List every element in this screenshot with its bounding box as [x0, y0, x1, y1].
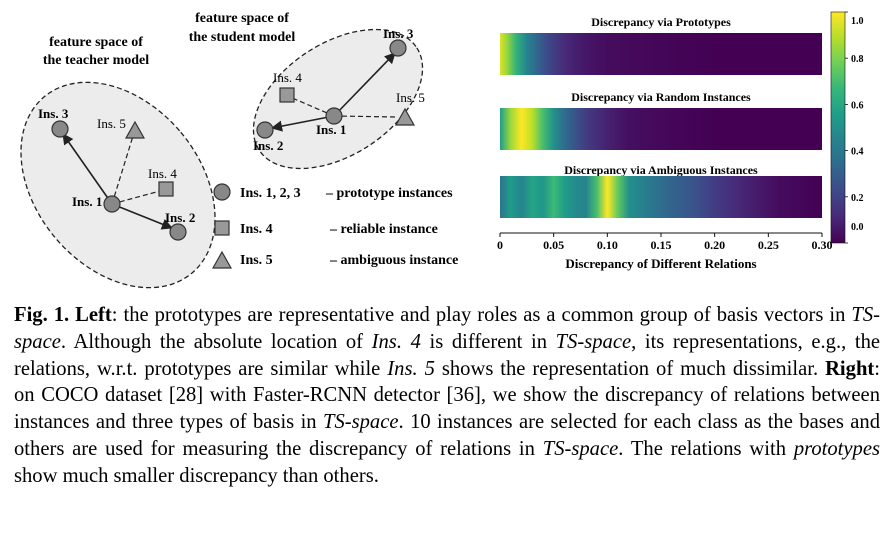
- student-feature-space: feature space of the student model Ins. …: [189, 11, 425, 170]
- heatmap-row-title: Discrepancy via Ambiguous Instances: [564, 163, 758, 177]
- figure-caption: Fig. 1. Left: the prototypes are represe…: [14, 302, 880, 490]
- colorbar-tick-label: 0.0: [851, 222, 864, 233]
- caption-ins4: Ins. 4: [371, 330, 421, 353]
- caption-ts-space: TS-space: [14, 304, 880, 353]
- teacher-ins3-node: [51, 120, 69, 138]
- student-title-line1: feature space of: [195, 11, 289, 26]
- heatmap-row-3: [500, 176, 822, 218]
- legend-square-icon: [214, 220, 230, 236]
- x-axis-label: Discrepancy of Different Relations: [565, 256, 756, 271]
- heatmap-row-title: Discrepancy via Prototypes: [591, 15, 731, 29]
- teacher-feature-space: feature space of the teacher model Ins. …: [20, 35, 216, 289]
- colorbar-tick-label: 0.4: [851, 147, 864, 158]
- caption-text: . Although the absolute location of: [60, 330, 372, 353]
- figure-1: feature space of the teacher model Ins. …: [20, 11, 864, 289]
- caption-ts-space: TS-space: [542, 437, 619, 460]
- legend-circle-icon: [213, 183, 231, 201]
- caption-text: show much smaller discrepancy than other…: [14, 464, 379, 487]
- teacher-title-line1: feature space of: [49, 35, 143, 50]
- teacher-edge-1-5: [111, 135, 134, 205]
- student-ins3-label: Ins. 3: [383, 26, 414, 41]
- colorbar-tick-label: 0.6: [851, 100, 864, 111]
- colorbar-tick-label: 1.0: [851, 16, 864, 27]
- teacher-ins2-label: Ins. 2: [165, 210, 195, 225]
- legend-reliable-desc: – reliable instance: [329, 222, 438, 237]
- caption-left-label: Left: [75, 304, 112, 326]
- teacher-edge-1-3: [62, 133, 113, 205]
- teacher-ins2-node: [169, 223, 187, 241]
- legend: Ins. 1, 2, 3 – prototype instances Ins. …: [211, 183, 458, 269]
- caption-text: shows the representation of much dissimi…: [434, 357, 826, 380]
- x-tick-label: 0.15: [651, 238, 672, 252]
- heatmap-x-axis: 0 0.05 0.10 0.15 0.20 0.25 0.30 Discrepancy of …: [497, 232, 833, 271]
- heatmap-row-2: [500, 108, 822, 150]
- colorbar-tick-label: 0.8: [851, 54, 864, 65]
- student-ellipse: [252, 28, 424, 170]
- caption-right-label: Right: [825, 357, 875, 380]
- teacher-ins1-label: Ins. 1: [72, 194, 102, 209]
- colorbar: 1.0 0.8 0.6 0.4 0.2 0.0: [830, 11, 864, 244]
- student-ins5-label: Ins. 5: [396, 90, 425, 105]
- student-ins2-label: Ins. 2: [253, 138, 283, 153]
- caption-fig-label: Fig. 1.: [14, 304, 70, 326]
- student-ins4-label: Ins. 4: [273, 70, 302, 85]
- x-tick-label: 0.25: [758, 238, 779, 252]
- discrepancy-heatmap: Discrepancy via Prototypes Discrepancy vi…: [500, 15, 822, 218]
- caption-text: , its representations, e.g., the relatio…: [14, 330, 881, 380]
- caption-text: : on COCO dataset [28] with Faster-RCNN …: [14, 357, 880, 434]
- student-ins4-node: [279, 87, 295, 103]
- x-tick-label: 0.10: [597, 238, 618, 252]
- teacher-ins4-node: [158, 181, 174, 197]
- legend-triangle-icon: [211, 250, 233, 269]
- student-edge-1-2: [270, 115, 335, 132]
- x-tick-label: 0.05: [543, 238, 564, 252]
- student-ins1-label: Ins. 1: [316, 122, 346, 137]
- teacher-ins1-node: [103, 195, 121, 213]
- student-edge-1-3: [333, 52, 396, 117]
- teacher-edge-1-2: [111, 203, 174, 230]
- caption-text: : the prototypes are representative and …: [111, 304, 852, 326]
- teacher-ins4-label: Ins. 4: [148, 166, 177, 181]
- x-tick-label: 0.30: [812, 238, 833, 252]
- colorbar-gradient: [830, 11, 846, 244]
- caption-text: . 10 instances are selected for each cla…: [14, 411, 881, 460]
- legend-prototype-name: Ins. 1, 2, 3: [240, 186, 301, 201]
- legend-prototype-desc: – prototype instances: [325, 186, 453, 201]
- caption-ts-space: TS-space: [555, 330, 632, 353]
- student-ins5-node: [394, 107, 416, 126]
- caption-text: is different in: [420, 330, 556, 353]
- student-title-line2: the student model: [189, 30, 296, 45]
- legend-ambiguous-name: Ins. 5: [240, 253, 273, 268]
- x-tick-label: 0: [497, 238, 503, 252]
- student-ins3-node: [389, 39, 407, 57]
- caption-prototypes: prototypes: [793, 437, 880, 460]
- caption-ts-space: TS-space: [323, 411, 399, 434]
- heatmap-row-title: Discrepancy via Random Instances: [571, 90, 751, 104]
- heatmap-row-1: [500, 33, 822, 75]
- student-edge-1-5: [333, 115, 398, 118]
- colorbar-tick-label: 0.2: [851, 193, 864, 204]
- teacher-title-line2: the teacher model: [43, 53, 149, 68]
- teacher-ins3-label: Ins. 3: [38, 106, 69, 121]
- teacher-ins5-node: [124, 120, 146, 139]
- legend-ambiguous-desc: – ambiguous instance: [329, 253, 458, 268]
- caption-text: . The relations with: [618, 437, 794, 460]
- student-ins2-node: [256, 121, 274, 139]
- student-ins1-node: [325, 107, 343, 125]
- teacher-ins5-label: Ins. 5: [97, 116, 126, 131]
- legend-reliable-name: Ins. 4: [240, 222, 273, 237]
- x-tick-label: 0.20: [704, 238, 725, 252]
- caption-ins5: Ins. 5: [387, 357, 435, 380]
